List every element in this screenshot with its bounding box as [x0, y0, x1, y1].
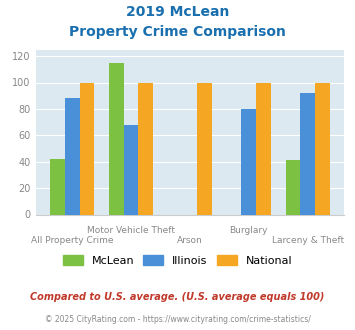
Bar: [80, 82, 94, 214]
Bar: [256, 82, 271, 214]
Bar: [241, 109, 256, 214]
Text: 2019 McLean: 2019 McLean: [126, 5, 229, 19]
Bar: [65, 98, 80, 214]
Text: Larceny & Theft: Larceny & Theft: [272, 236, 344, 245]
Text: All Property Crime: All Property Crime: [31, 236, 114, 245]
Bar: [138, 82, 153, 214]
Text: Arson: Arson: [177, 236, 203, 245]
Text: Burglary: Burglary: [229, 226, 268, 235]
Bar: [50, 159, 65, 214]
Bar: [109, 63, 124, 214]
Text: Property Crime Comparison: Property Crime Comparison: [69, 25, 286, 39]
Bar: [300, 93, 315, 214]
Bar: [124, 125, 138, 214]
Text: © 2025 CityRating.com - https://www.cityrating.com/crime-statistics/: © 2025 CityRating.com - https://www.city…: [45, 315, 310, 324]
Legend: McLean, Illinois, National: McLean, Illinois, National: [59, 250, 296, 270]
Bar: [315, 82, 330, 214]
Bar: [285, 160, 300, 214]
Bar: [197, 82, 212, 214]
Text: Compared to U.S. average. (U.S. average equals 100): Compared to U.S. average. (U.S. average …: [30, 292, 325, 302]
Text: Motor Vehicle Theft: Motor Vehicle Theft: [87, 226, 175, 235]
